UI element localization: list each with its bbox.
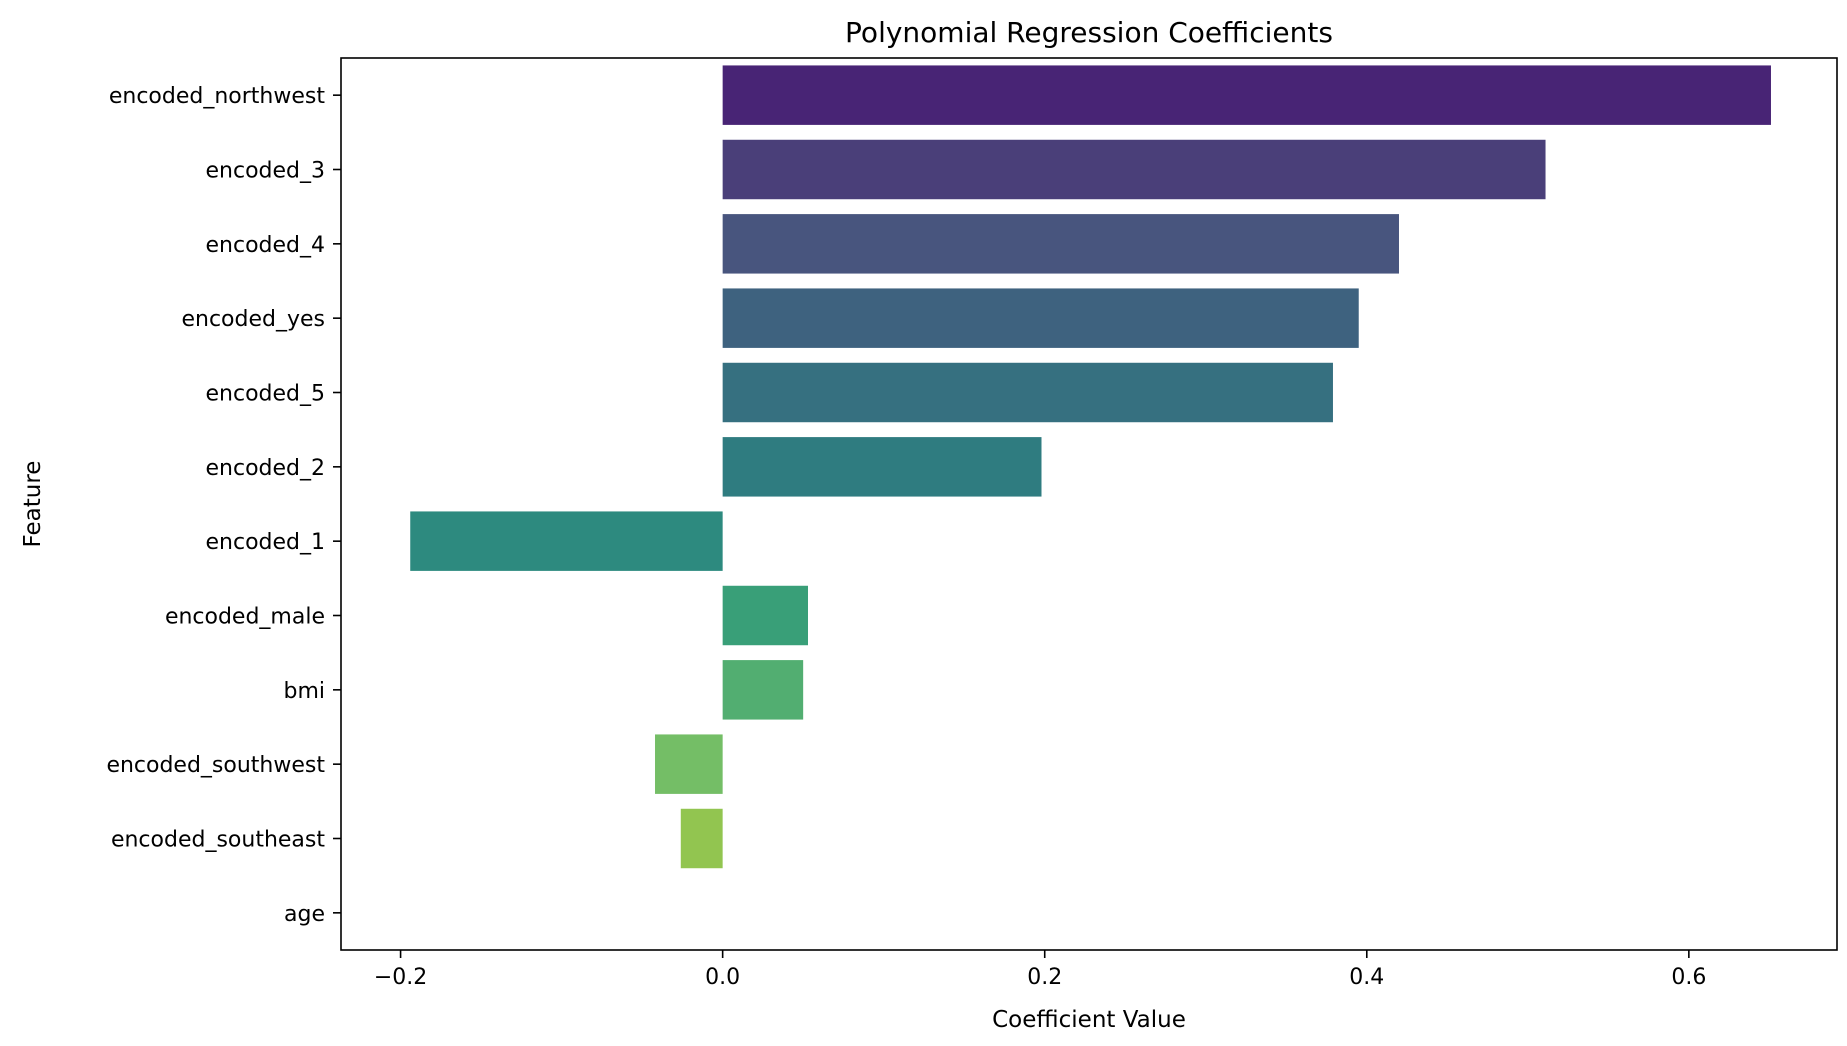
x-tick-label: 0.0 bbox=[705, 965, 740, 990]
y-axis-ticks: encoded_northwest encoded_3 encoded_4encod… bbox=[106, 84, 341, 927]
bar-encoded_4 bbox=[722, 214, 1399, 274]
bar-encoded_yes bbox=[722, 288, 1359, 348]
x-tick-label: 0.4 bbox=[1349, 965, 1384, 990]
x-tick-label: −0.2 bbox=[374, 965, 427, 990]
bar-encoded_southwest bbox=[655, 734, 723, 794]
bar-encoded_male bbox=[722, 585, 808, 646]
bar-encoded_3 bbox=[722, 139, 1546, 200]
x-axis-label: Coefficient Value bbox=[992, 1007, 1186, 1033]
x-axis-ticks: −0.2 0.0 0.2 0.4 0.6 bbox=[374, 950, 1706, 990]
bar-encoded_northwest bbox=[722, 65, 1771, 125]
bar-encoded_2 bbox=[722, 437, 1042, 497]
y-tick-label: encoded_southeast bbox=[111, 828, 325, 853]
y-tick-label: encoded_4 bbox=[206, 233, 326, 258]
y-tick-label: encoded_male bbox=[165, 605, 325, 630]
y-tick-label: encoded_3 bbox=[206, 159, 326, 184]
y-tick-label: encoded_southwest bbox=[106, 753, 325, 778]
y-tick-label: bmi bbox=[283, 679, 325, 704]
bars-group bbox=[410, 65, 1771, 869]
bar-bmi bbox=[722, 660, 804, 720]
y-tick-label: encoded_yes bbox=[181, 307, 325, 332]
y-axis-label: Feature bbox=[20, 461, 46, 548]
x-tick-label: 0.2 bbox=[1027, 965, 1062, 990]
x-tick-label: 0.6 bbox=[1671, 965, 1706, 990]
y-tick-label: encoded_1 bbox=[206, 530, 326, 555]
bar-encoded_5 bbox=[722, 362, 1333, 423]
y-tick-label: encoded_2 bbox=[206, 456, 326, 481]
y-tick-label: encoded_northwest bbox=[109, 84, 326, 109]
plot-frame bbox=[340, 57, 1838, 951]
y-tick-label: age bbox=[284, 902, 325, 927]
chart-title: Polynomial Regression Coefficients bbox=[845, 16, 1333, 49]
bar-encoded_1 bbox=[410, 511, 723, 571]
bar-encoded_southeast bbox=[680, 808, 723, 869]
y-tick-label: encoded_5 bbox=[206, 382, 326, 407]
